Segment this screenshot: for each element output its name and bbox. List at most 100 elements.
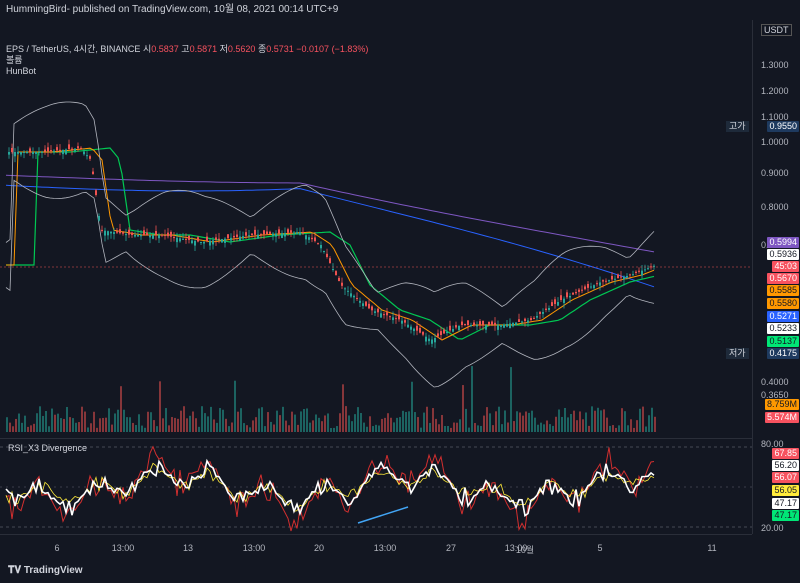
candle-body — [596, 283, 598, 285]
volume-bar — [126, 417, 128, 432]
candle-body — [287, 229, 289, 233]
volume-bar — [513, 421, 515, 432]
volume-bar — [87, 427, 89, 432]
volume-badge: 5.574M — [764, 412, 799, 423]
price-chart[interactable]: EPS / TetherUS, 4시간, BINANCE 시0.5837 고0.… — [0, 20, 752, 438]
price-badge: 0.5137 — [767, 336, 799, 347]
volume-bar — [69, 417, 71, 432]
volume-bar — [237, 411, 239, 432]
price-badge: 0.5936 — [767, 249, 799, 260]
candle-body — [245, 232, 247, 236]
candle-body — [281, 233, 283, 238]
rsi-title[interactable]: RSI_X3 Divergence — [8, 443, 88, 453]
volume-bar — [63, 418, 65, 432]
candle-body — [530, 318, 532, 320]
volume-bar — [489, 413, 491, 432]
rsi-pane[interactable]: RSI_X3 Divergence — [0, 438, 752, 535]
rsi-badge: 67.85 — [772, 448, 799, 459]
volume-bar — [243, 423, 245, 432]
volume-bar — [216, 422, 218, 432]
volume-bar — [75, 422, 77, 432]
candle-body — [533, 317, 535, 319]
ma-purple-line — [5, 174, 655, 253]
time-tick: 13:00 — [504, 543, 528, 553]
volume-bar — [492, 425, 494, 432]
volume-bar — [162, 418, 164, 432]
candle-body — [593, 285, 595, 289]
legend-volume[interactable]: 볼륨 — [6, 55, 23, 65]
currency-label[interactable]: USDT — [761, 24, 792, 36]
rsi-white-line — [5, 458, 655, 517]
candle-body — [83, 151, 85, 155]
volume-bar — [630, 419, 632, 432]
volume-bar — [642, 406, 644, 432]
candle-body — [428, 338, 430, 342]
price-tick: 1.0000 — [761, 137, 789, 147]
volume-bar — [363, 422, 365, 432]
candle-body — [404, 320, 406, 323]
tv-icon: 𝐓𝐕 — [8, 565, 22, 576]
candle-body — [401, 320, 403, 324]
legend-indicator[interactable]: HunBot — [6, 66, 37, 76]
candle-body — [155, 231, 157, 235]
candle-body — [464, 323, 466, 325]
volume-bar — [570, 413, 572, 432]
candle-body — [539, 311, 541, 314]
candle-body — [74, 148, 76, 152]
candle-body — [23, 152, 25, 153]
candle-body — [11, 147, 13, 152]
volume-bar — [264, 426, 266, 432]
volume-bar — [81, 406, 83, 432]
candle-body — [431, 339, 433, 344]
rsi-badge: 56.05 — [772, 485, 799, 496]
volume-bar — [225, 418, 227, 432]
legend-high-label: 고 — [181, 44, 190, 54]
rsi-red-line — [5, 445, 655, 532]
candle-body — [545, 308, 547, 310]
price-tick: 1.3000 — [761, 60, 789, 70]
candle-body — [599, 282, 601, 286]
time-axis[interactable]: 6 13:00 13 13:00 20 13:00 27 13:00 10월 5… — [0, 534, 752, 561]
volume-bar — [375, 424, 377, 432]
candle-body — [458, 326, 460, 331]
volume-bar — [132, 422, 134, 432]
candle-body — [302, 232, 304, 234]
volume-bar — [30, 425, 32, 432]
time-tick: 6 — [54, 543, 60, 553]
candle-body — [338, 277, 340, 281]
candle-body — [230, 237, 232, 241]
volume-bar — [330, 427, 332, 432]
legend-close: 0.5731 — [266, 44, 294, 54]
volume-bar — [354, 414, 356, 432]
candle-body — [521, 321, 523, 323]
candle-body — [503, 324, 505, 328]
candle-body — [119, 229, 121, 234]
candle-body — [305, 235, 307, 240]
candle-body — [179, 238, 181, 242]
volume-bar — [15, 418, 17, 432]
volume-bar — [612, 425, 614, 432]
volume-bar — [246, 425, 248, 432]
volume-bar — [21, 422, 23, 432]
volume-bar — [306, 408, 308, 432]
volume-bar — [348, 415, 350, 432]
price-chart-svg — [0, 101, 752, 432]
volume-bar — [543, 424, 545, 432]
candle-body — [485, 325, 487, 330]
volume-bar — [177, 418, 179, 432]
price-axis[interactable]: USDT 1.3000 1.2000 1.1000 1.0000 0.9000 … — [752, 20, 800, 534]
volume-bar — [522, 415, 524, 432]
legend-symbol: EPS / TetherUS, 4시간, BINANCE — [6, 44, 141, 54]
volume-bar — [408, 411, 410, 432]
candle-body — [563, 298, 565, 303]
volume-bar — [645, 426, 647, 432]
volume-bar — [579, 411, 581, 432]
volume-bar — [39, 406, 41, 432]
volume-bar — [120, 386, 122, 432]
volume-bar — [462, 385, 464, 432]
tradingview-logo[interactable]: 𝐓𝐕 TradingView — [8, 565, 83, 576]
volume-bar — [159, 381, 161, 432]
time-tick: 20 — [313, 543, 325, 553]
volume-bar — [603, 409, 605, 432]
candle-body — [536, 316, 538, 318]
